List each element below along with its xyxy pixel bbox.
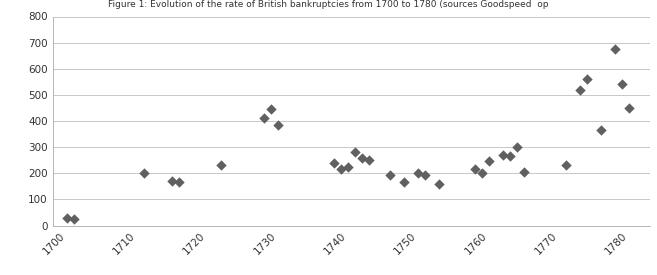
Point <box>413 171 424 175</box>
Point <box>399 180 409 185</box>
Point <box>497 153 508 157</box>
Point <box>518 170 529 174</box>
Point <box>596 128 606 132</box>
Point <box>582 77 593 81</box>
Point <box>258 116 269 121</box>
Point <box>512 145 522 149</box>
Point <box>167 179 177 183</box>
Point <box>273 123 283 127</box>
Point <box>575 87 585 92</box>
Point <box>610 47 620 51</box>
Point <box>343 164 353 169</box>
Point <box>216 163 227 168</box>
Point <box>617 82 627 87</box>
Point <box>265 107 276 111</box>
Point <box>68 217 79 221</box>
Point <box>350 150 360 155</box>
Point <box>434 182 445 186</box>
Point <box>328 161 339 165</box>
Point <box>139 171 149 175</box>
Point <box>174 180 185 185</box>
Point <box>61 216 72 220</box>
Point <box>469 167 480 172</box>
Point <box>624 106 635 110</box>
Point <box>484 159 494 164</box>
Point <box>420 172 430 177</box>
Point <box>357 155 367 160</box>
Point <box>364 158 374 162</box>
Text: Figure 1: Evolution of the rate of British bankruptcies from 1700 to 1780 (sourc: Figure 1: Evolution of the rate of Briti… <box>108 0 549 9</box>
Point <box>505 154 515 158</box>
Point <box>385 172 396 177</box>
Point <box>561 163 572 168</box>
Point <box>336 167 346 172</box>
Point <box>476 171 487 175</box>
